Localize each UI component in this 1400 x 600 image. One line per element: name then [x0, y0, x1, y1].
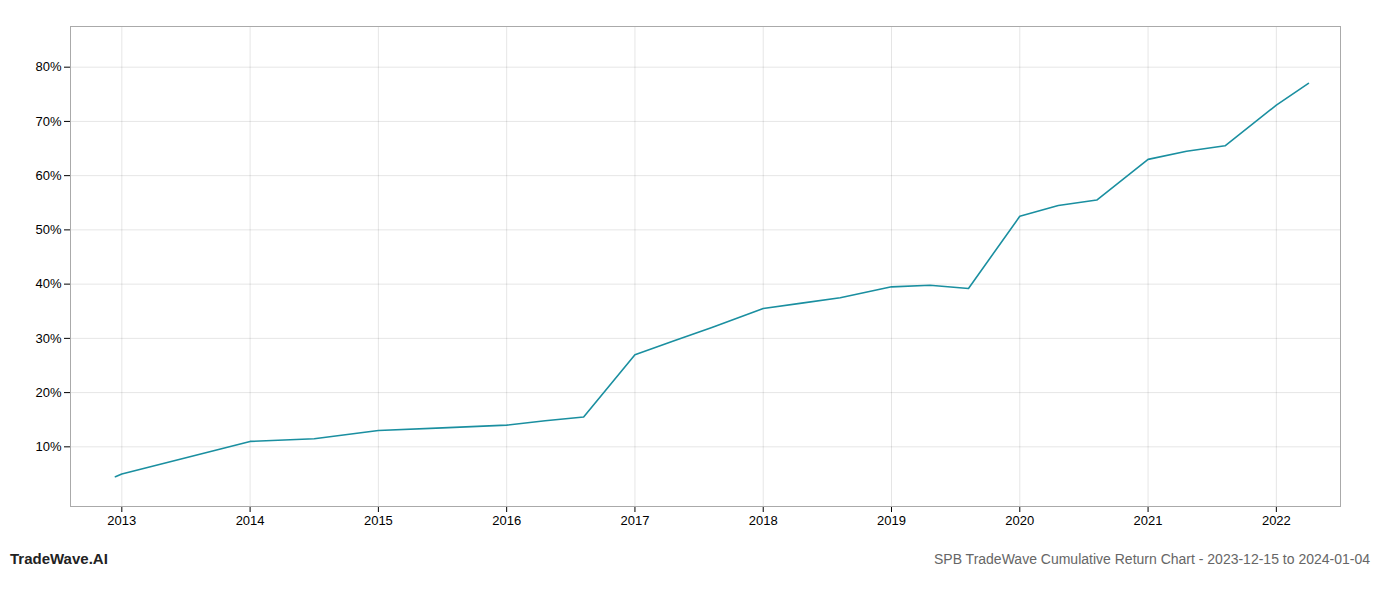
svg-text:30%: 30%: [35, 331, 61, 346]
svg-text:2015: 2015: [364, 513, 393, 528]
svg-text:40%: 40%: [35, 276, 61, 291]
svg-text:2013: 2013: [107, 513, 136, 528]
svg-text:10%: 10%: [35, 439, 61, 454]
svg-text:2022: 2022: [1262, 513, 1291, 528]
svg-text:20%: 20%: [35, 385, 61, 400]
svg-text:60%: 60%: [35, 168, 61, 183]
svg-text:2014: 2014: [236, 513, 265, 528]
svg-text:50%: 50%: [35, 222, 61, 237]
svg-text:2021: 2021: [1134, 513, 1163, 528]
svg-text:2020: 2020: [1005, 513, 1034, 528]
html-text:TradeWave.AI: TradeWave.AI: [10, 550, 108, 567]
svg-text:80%: 80%: [35, 59, 61, 74]
svg-text:70%: 70%: [35, 114, 61, 129]
svg-text:2018: 2018: [749, 513, 778, 528]
svg-text:2016: 2016: [492, 513, 521, 528]
html-text:SPB TradeWave Cumulative Retur: SPB TradeWave Cumulative Return Chart - …: [934, 551, 1370, 567]
svg-text:2017: 2017: [620, 513, 649, 528]
svg-text:2019: 2019: [877, 513, 906, 528]
